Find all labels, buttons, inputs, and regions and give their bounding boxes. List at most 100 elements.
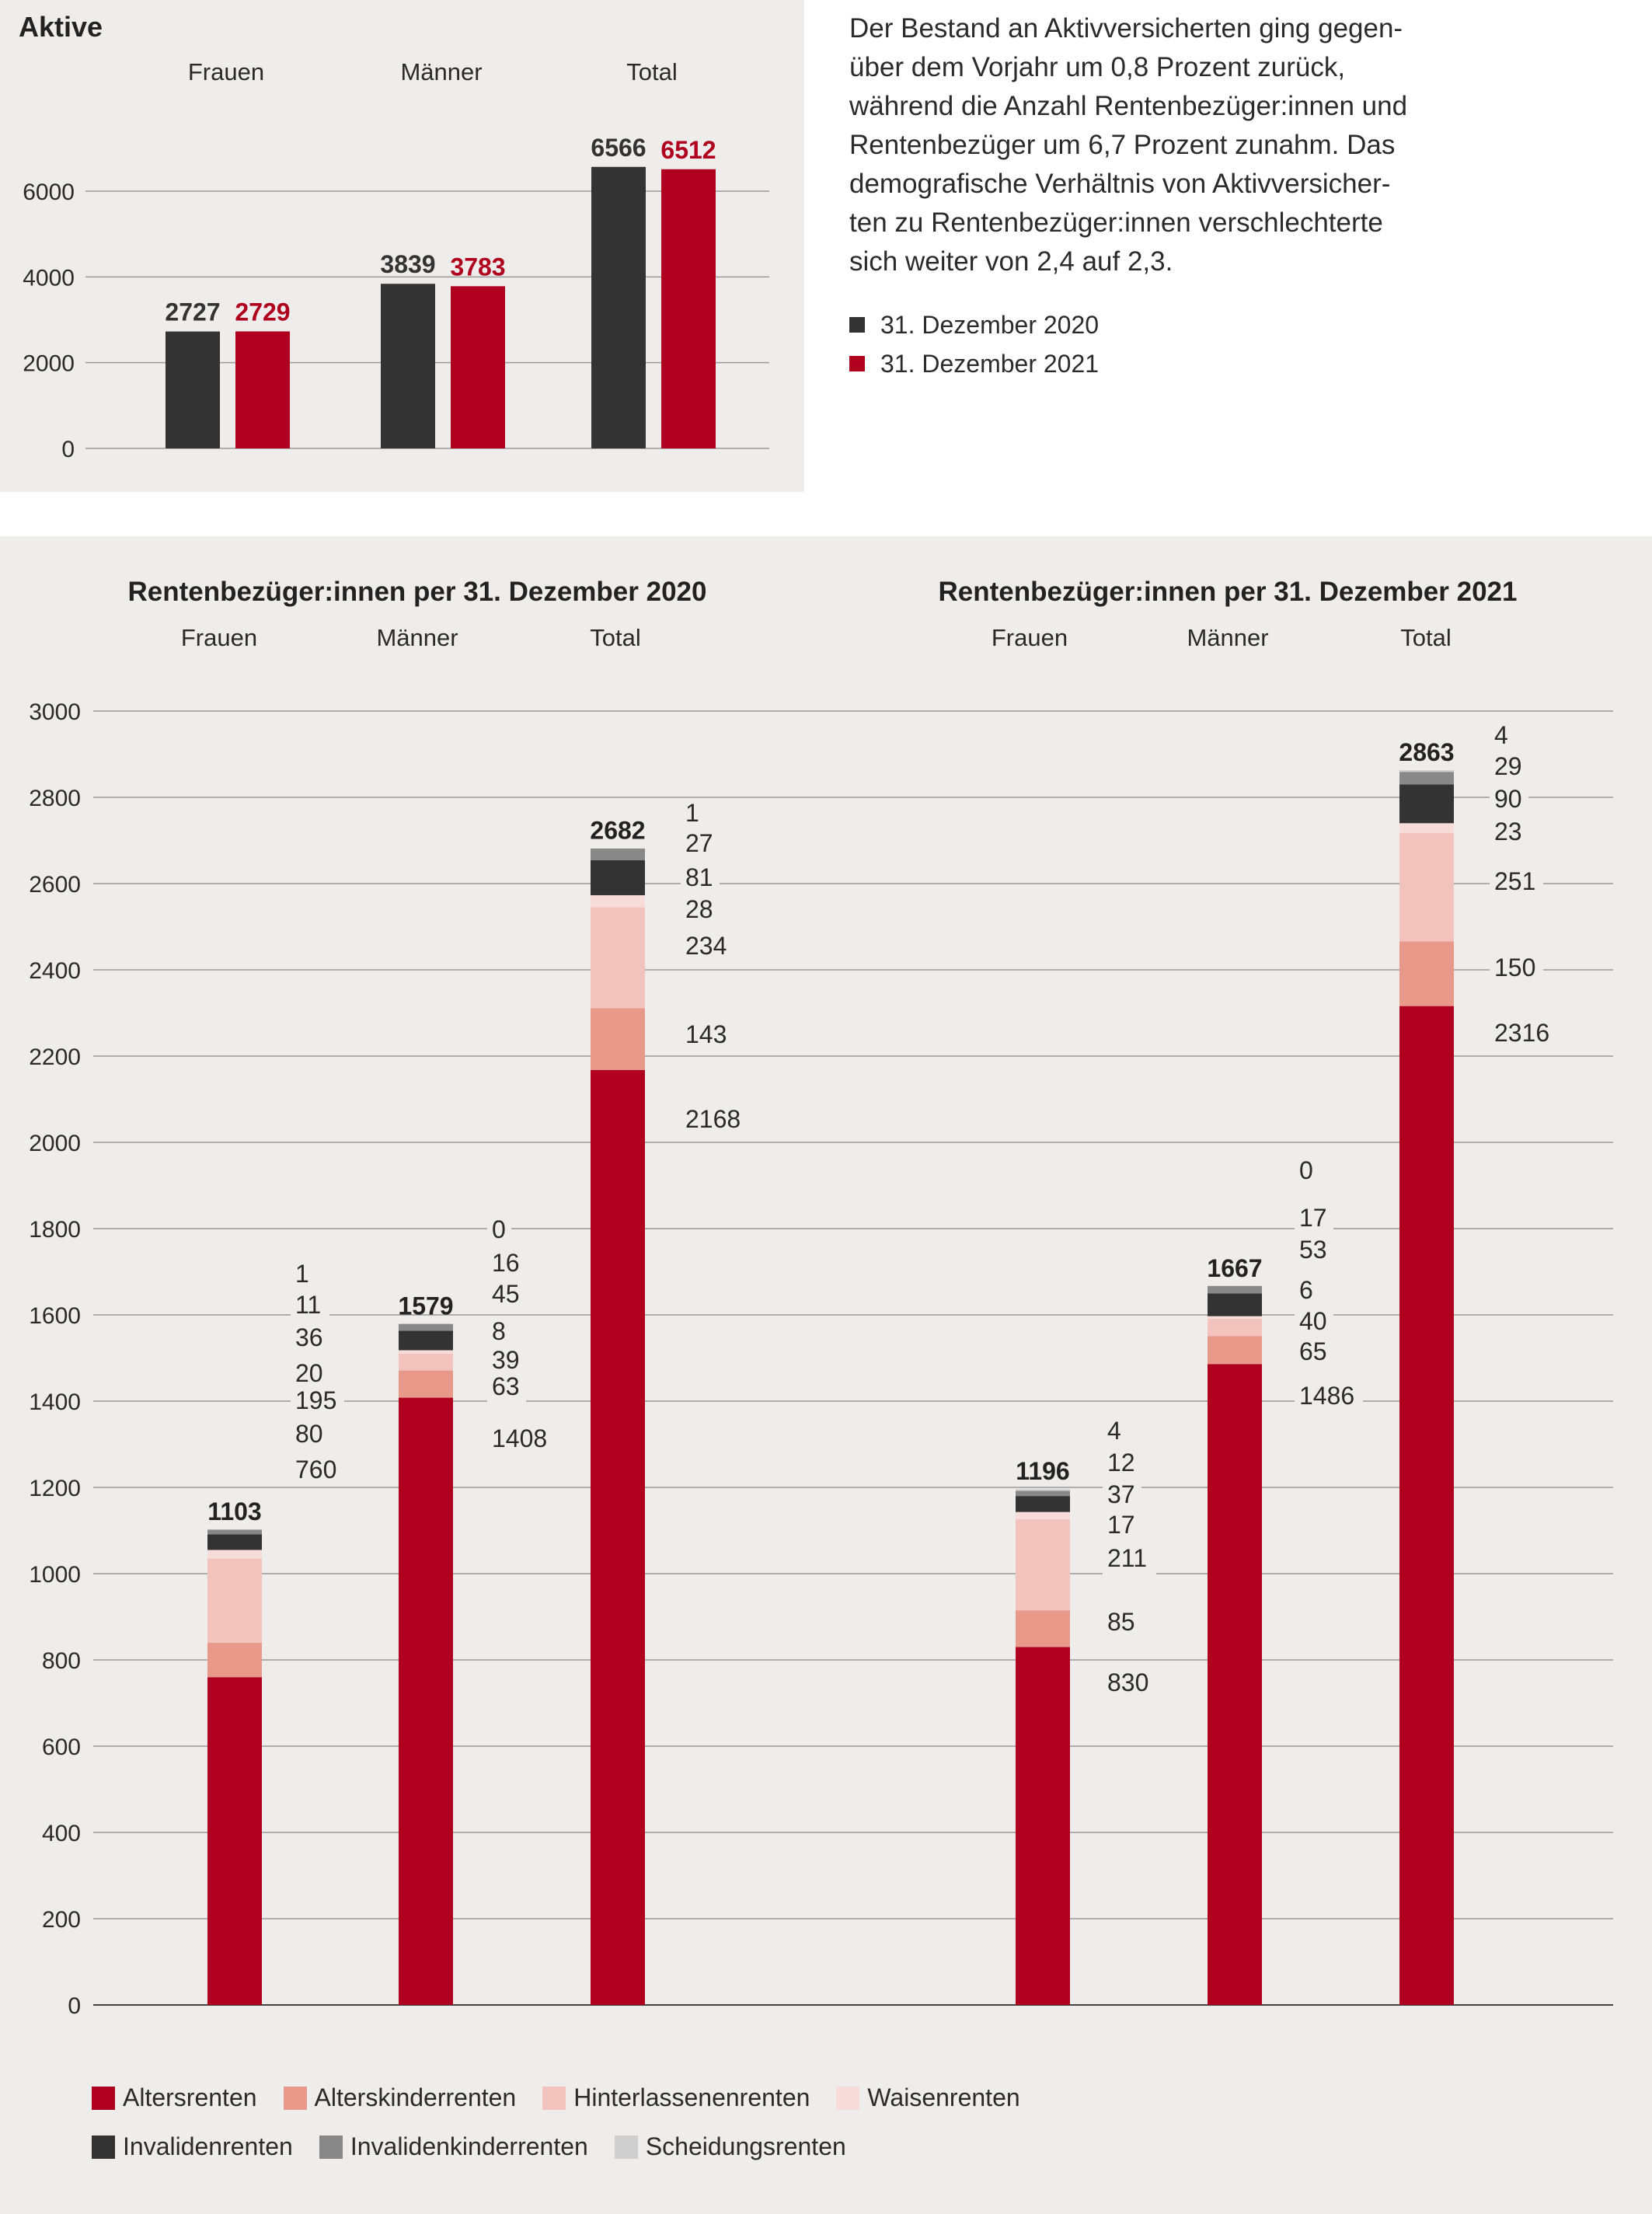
category-label: Total [1400, 624, 1451, 651]
segment-value-label: 143 [685, 1020, 727, 1048]
legend-label: Waisenrenten [867, 2083, 1020, 2111]
segment-value-label: 39 [492, 1346, 520, 1374]
y-tick-label: 400 [42, 1821, 81, 1846]
description-line: ten zu Rentenbezüger:innen verschlechter… [849, 207, 1383, 238]
legend-item-scheidungsrenten: Scheidungsrenten [614, 2132, 846, 2161]
segment-label-bg [487, 1250, 526, 1279]
segment-value-label: 53 [1299, 1236, 1327, 1264]
category-label: Männer [376, 624, 458, 651]
bar-segment [1016, 1519, 1070, 1611]
segment-value-label: 0 [492, 1215, 506, 1243]
y-tick-label: 1200 [29, 1476, 81, 1501]
bar [235, 331, 290, 448]
legend-label: Invalidenkinderrenten [350, 2132, 588, 2160]
bar-segment [1399, 833, 1454, 942]
bar-segment [1016, 1496, 1070, 1512]
segment-label-bg [1490, 818, 1528, 848]
segment-label-bg [681, 864, 720, 894]
data-label: 3783 [450, 253, 505, 281]
segment-value-label: 65 [1299, 1337, 1327, 1365]
bar-segment [1399, 1006, 1454, 2005]
segment-label-bg [1295, 1277, 1319, 1306]
segment-value-label: 4 [1107, 1417, 1121, 1445]
segment-value-label: 0 [1299, 1156, 1313, 1184]
y-tick-label: 600 [42, 1735, 81, 1760]
y-tick-label: 0 [68, 1993, 81, 2019]
bar-segment [1399, 784, 1454, 824]
legend-swatch [283, 2086, 307, 2110]
bar-segment [399, 1353, 453, 1371]
bar-segment [1016, 1511, 1070, 1520]
bar-segment [207, 1550, 262, 1559]
category-label: Männer [400, 58, 482, 85]
segment-label-bg [291, 1260, 315, 1290]
segment-label-bg [1295, 1236, 1333, 1266]
legend-label: Altersrenten [123, 2083, 257, 2111]
legend-label: Invalidenrenten [123, 2132, 293, 2160]
bar-segment [591, 849, 645, 861]
segment-value-label: 23 [1494, 818, 1522, 846]
segment-label-bg [1103, 1669, 1156, 1699]
description-line: Rentenbezüger um 6,7 Prozent zunahm. Das [849, 130, 1396, 160]
segment-value-label: 45 [492, 1280, 520, 1308]
segment-label-bg [1103, 1449, 1141, 1479]
bar-segment [1208, 1336, 1262, 1365]
description-line: sich weiter von 2,4 auf 2,3. [849, 246, 1173, 277]
y-tick-label: 1400 [29, 1389, 81, 1415]
y-tick-label: 2200 [29, 1044, 81, 1070]
segment-value-label: 81 [685, 863, 713, 891]
bar [661, 169, 716, 448]
segment-label-bg [1490, 722, 1514, 751]
y-tick-label: 0 [61, 437, 75, 462]
bar-segment [1208, 1293, 1262, 1316]
chart-title: Rentenbezüger:innen per 31. Dezember 202… [128, 577, 707, 607]
legend-item-waisenrenten: Waisenrenten [836, 2083, 1020, 2112]
segment-label-bg [1490, 868, 1543, 898]
segment-value-label: 830 [1107, 1668, 1148, 1696]
bar-segment [207, 1534, 262, 1550]
y-tick-label: 2000 [23, 351, 75, 377]
data-label: 3839 [380, 250, 435, 278]
bar-segment [399, 1350, 453, 1354]
segment-label-bg [681, 1021, 734, 1051]
legend-item-invalidenkinderrenten: Invalidenkinderrenten [319, 2132, 588, 2161]
data-label: 2729 [235, 298, 290, 326]
segment-label-bg [291, 1421, 329, 1450]
bar-total-label: 1103 [207, 1498, 261, 1525]
y-tick-label: 2000 [29, 1131, 81, 1156]
segment-value-label: 40 [1299, 1307, 1327, 1335]
y-tick-label: 6000 [23, 180, 75, 205]
bar-segment [1399, 770, 1454, 772]
segment-label-bg [1295, 1382, 1363, 1412]
segment-value-label: 17 [1299, 1204, 1327, 1232]
legend-item-altersrenten: Altersrenten [92, 2083, 257, 2112]
segment-value-label: 1408 [492, 1424, 547, 1452]
bar-segment [207, 1642, 262, 1678]
legend-label: Alterskinderrenten [314, 2083, 517, 2111]
segment-value-label: 251 [1494, 867, 1535, 895]
segment-value-label: 1486 [1299, 1382, 1354, 1410]
y-tick-label: 800 [42, 1648, 81, 1674]
category-label: Total [626, 58, 677, 85]
segment-value-label: 2168 [685, 1105, 741, 1133]
bar-total-label: 2863 [1399, 738, 1454, 766]
segment-value-label: 17 [1107, 1511, 1135, 1539]
data-label: 6512 [660, 136, 716, 164]
y-tick-label: 200 [42, 1907, 81, 1933]
pension-chart-panel [0, 536, 1652, 2214]
legend-swatch [849, 317, 865, 333]
bar-segment [1208, 1316, 1262, 1319]
segment-label-bg [487, 1318, 511, 1348]
bar-segment [399, 1323, 453, 1331]
bar-segment [591, 907, 645, 1009]
segment-label-bg [487, 1373, 526, 1403]
bar-segment [1208, 1318, 1262, 1337]
segment-value-label: 1 [295, 1260, 309, 1288]
y-tick-label: 1000 [29, 1562, 81, 1588]
bar-segment [399, 1397, 453, 2005]
segment-label-bg [681, 896, 720, 926]
segment-label-bg [1103, 1417, 1127, 1447]
active-chart-legend: 31. Dezember 2020 31. Dezember 2021 [849, 305, 1099, 383]
bar-segment [399, 1370, 453, 1398]
